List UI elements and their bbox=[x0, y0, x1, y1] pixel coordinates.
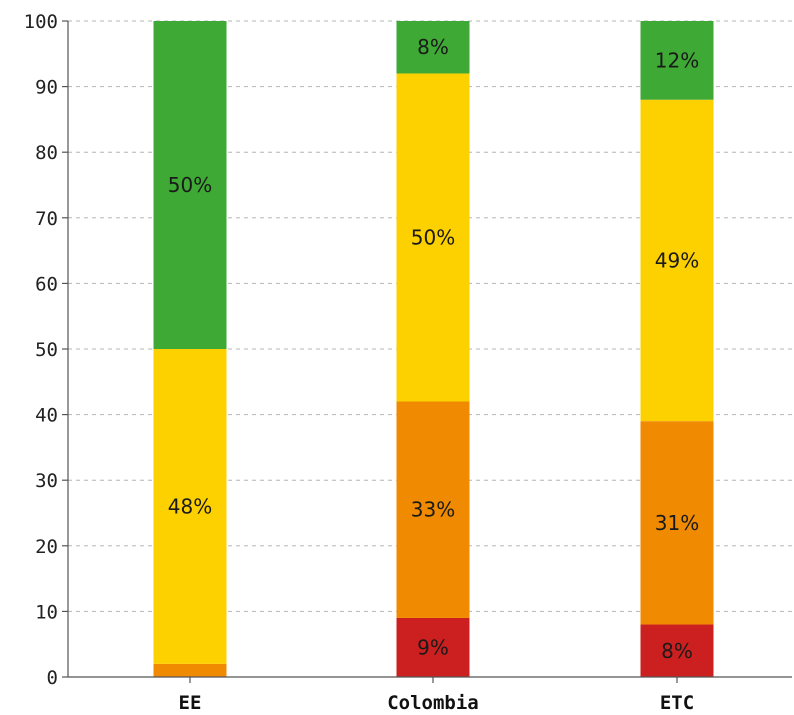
y-tick-label: 10 bbox=[35, 601, 58, 623]
data-label: 33% bbox=[411, 498, 455, 522]
y-tick-label: 90 bbox=[35, 77, 58, 99]
data-label: 50% bbox=[168, 173, 212, 197]
data-label: 31% bbox=[655, 511, 699, 535]
y-tick-label: 30 bbox=[35, 470, 58, 492]
y-tick-label: 50 bbox=[35, 339, 58, 361]
category-label: ETC bbox=[660, 692, 694, 714]
data-label: 49% bbox=[655, 248, 699, 272]
y-tick-label: 70 bbox=[35, 208, 58, 230]
y-tick-label: 40 bbox=[35, 405, 58, 427]
y-tick-label: 0 bbox=[47, 667, 58, 689]
category-label: Colombia bbox=[387, 692, 479, 714]
data-label: 8% bbox=[661, 639, 693, 663]
y-tick-label: 100 bbox=[24, 11, 58, 33]
data-label: 48% bbox=[168, 494, 212, 518]
data-label: 9% bbox=[417, 635, 449, 659]
data-label: 12% bbox=[655, 48, 699, 72]
data-label: 50% bbox=[411, 225, 455, 249]
y-tick-label: 60 bbox=[35, 273, 58, 295]
data-label: 8% bbox=[417, 35, 449, 59]
y-tick-label: 80 bbox=[35, 142, 58, 164]
bar-segment bbox=[154, 664, 227, 677]
category-label: EE bbox=[179, 692, 202, 714]
y-tick-label: 20 bbox=[35, 536, 58, 558]
